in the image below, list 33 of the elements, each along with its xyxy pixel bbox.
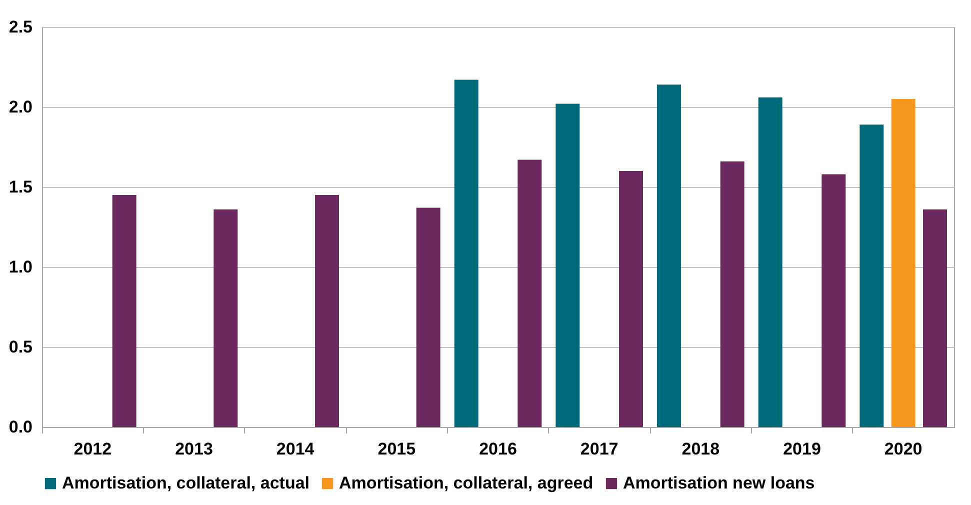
bar bbox=[720, 161, 744, 427]
x-tick-label: 2018 bbox=[682, 440, 720, 458]
y-tick-label: 1.0 bbox=[8, 258, 32, 276]
bar bbox=[657, 84, 681, 427]
x-tick-label: 2019 bbox=[783, 440, 821, 458]
legend-label: Amortisation, collateral, agreed bbox=[339, 474, 594, 493]
x-tick-label: 2013 bbox=[175, 440, 213, 458]
x-tick-label: 2020 bbox=[884, 440, 922, 458]
x-tick-label: 2014 bbox=[276, 440, 315, 458]
bar bbox=[518, 160, 542, 427]
y-tick-label: 1.5 bbox=[8, 178, 32, 196]
bar bbox=[112, 195, 136, 427]
bar bbox=[556, 104, 580, 427]
bar bbox=[860, 124, 884, 427]
x-tick-label: 2015 bbox=[378, 440, 416, 458]
y-tick-label: 0.0 bbox=[8, 418, 32, 436]
x-tick-label: 2017 bbox=[580, 440, 618, 458]
y-tick-label: 0.5 bbox=[8, 338, 32, 356]
bar bbox=[619, 171, 643, 427]
bar bbox=[214, 209, 238, 427]
y-tick-label: 2.5 bbox=[8, 18, 32, 36]
bar bbox=[923, 209, 947, 427]
bar bbox=[416, 208, 440, 427]
legend-label: Amortisation new loans bbox=[623, 474, 815, 493]
x-tick-label: 2012 bbox=[74, 440, 112, 458]
x-tick-label: 2016 bbox=[479, 440, 517, 458]
bar bbox=[822, 174, 846, 427]
bar bbox=[315, 195, 339, 427]
y-tick-label: 2.0 bbox=[8, 98, 32, 116]
legend-label: Amortisation, collateral, actual bbox=[62, 474, 310, 493]
bar bbox=[758, 97, 782, 427]
bar bbox=[891, 99, 916, 427]
bar bbox=[454, 80, 478, 427]
